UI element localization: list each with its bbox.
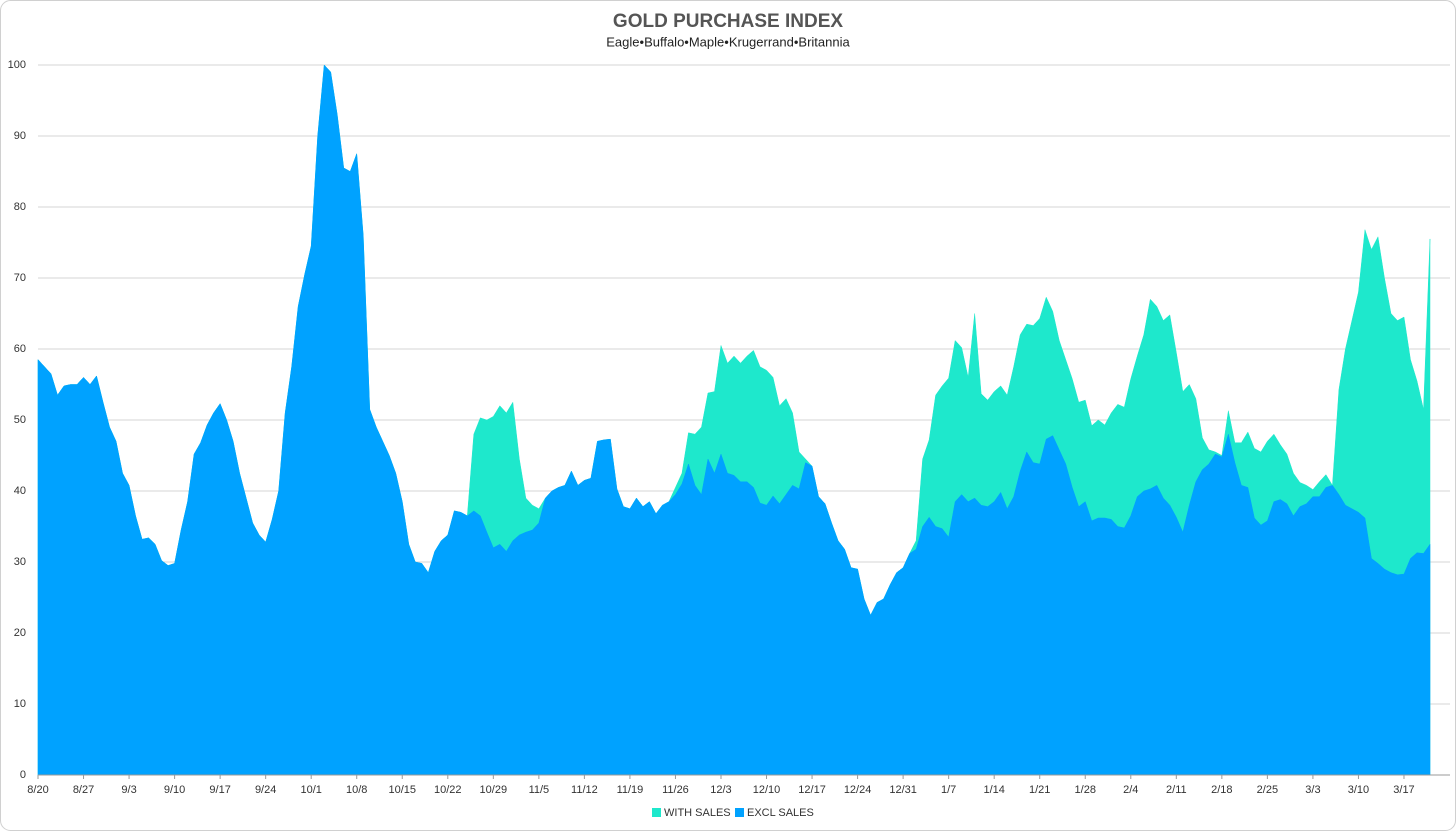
legend-swatch (735, 808, 744, 817)
x-tick-label: 12/31 (889, 784, 917, 796)
x-tick-label: 10/8 (346, 784, 367, 796)
x-tick-label: 9/3 (121, 784, 136, 796)
chart-title: GOLD PURCHASE INDEX (613, 11, 843, 32)
x-tick-label: 10/1 (300, 784, 321, 796)
x-tick-label: 12/10 (753, 784, 781, 796)
y-tick-label: 20 (14, 627, 26, 639)
x-tick-label: 10/22 (434, 784, 462, 796)
x-tick-label: 12/3 (710, 784, 731, 796)
legend-label: EXCL SALES (747, 807, 814, 819)
x-tick-label: 11/12 (571, 784, 598, 796)
chart-subtitle: Eagle•Buffalo•Maple•Krugerrand•Britannia (606, 34, 850, 49)
x-tick-label: 1/14 (983, 784, 1004, 796)
legend-swatch (652, 808, 661, 817)
x-tick-label: 2/18 (1211, 784, 1232, 796)
x-tick-label: 9/24 (255, 784, 276, 796)
x-tick-label: 10/29 (480, 784, 508, 796)
plot-area (37, 64, 1431, 776)
x-tick-label: 2/11 (1166, 784, 1187, 796)
x-tick-label: 11/26 (662, 784, 689, 796)
y-tick-label: 30 (14, 556, 26, 568)
x-tick-label: 12/24 (844, 784, 872, 796)
x-tick-label: 2/25 (1257, 784, 1278, 796)
x-tick-label: 9/17 (209, 784, 230, 796)
axes: 0 10 20 30 40 50 60 70 80 90 100 8/20 8/27 9/3 9/10 9/1… (8, 59, 1450, 796)
x-tick-label: 3/10 (1348, 784, 1369, 796)
area (37, 64, 1431, 776)
legend-label: WITH SALES (664, 807, 731, 819)
x-tick-label: 10/15 (388, 784, 416, 796)
x-tick-label: 1/21 (1029, 784, 1050, 796)
y-tick-label: 0 (20, 769, 26, 781)
x-tick-label: 9/10 (164, 784, 185, 796)
y-tick-label: 40 (14, 485, 26, 497)
y-tick-label: 100 (8, 59, 26, 71)
x-tick-label: 3/3 (1305, 784, 1320, 796)
x-tick-label: 11/5 (529, 784, 550, 796)
x-tick-label: 1/7 (941, 784, 956, 796)
y-tick-label: 90 (14, 130, 26, 142)
y-tick-label: 70 (14, 272, 26, 284)
y-tick-label: 10 (14, 698, 26, 710)
y-tick-label: 80 (14, 201, 26, 213)
y-tick-label: 60 (14, 343, 26, 355)
x-tick-label: 12/17 (798, 784, 826, 796)
x-tick-label: 8/27 (73, 784, 94, 796)
x-tick-label: 8/20 (27, 784, 48, 796)
x-tick-label: 11/19 (617, 784, 644, 796)
y-tick-label: 50 (14, 414, 26, 426)
x-tick-label: 1/28 (1075, 784, 1096, 796)
legend: WITH SALES EXCL SALES (652, 807, 814, 819)
x-tick-label: 2/4 (1123, 784, 1138, 796)
x-tick-label: 3/17 (1393, 784, 1414, 796)
